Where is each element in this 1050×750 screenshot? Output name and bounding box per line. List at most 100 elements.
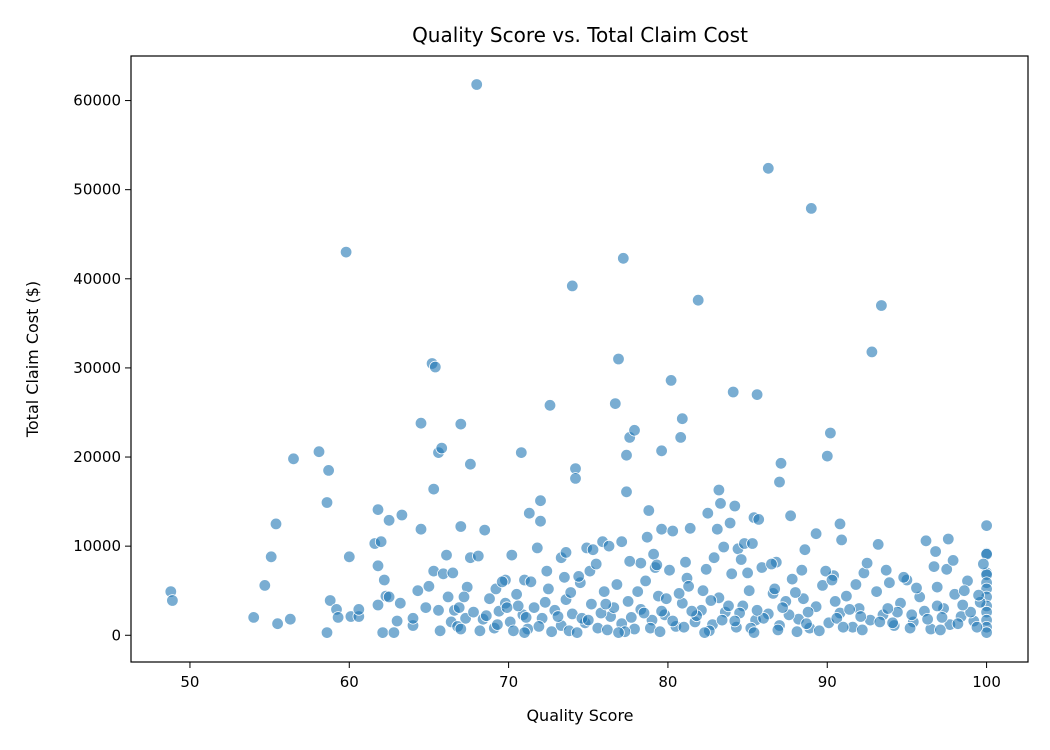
data-point bbox=[166, 594, 179, 607]
data-point bbox=[566, 279, 579, 293]
data-point bbox=[768, 582, 781, 596]
data-point bbox=[602, 539, 616, 553]
data-point bbox=[692, 294, 705, 307]
data-point bbox=[320, 496, 334, 509]
data-point bbox=[935, 611, 949, 624]
data-point bbox=[655, 605, 668, 618]
data-point bbox=[322, 464, 335, 477]
data-point bbox=[453, 601, 466, 614]
data-point bbox=[343, 550, 356, 564]
data-point bbox=[247, 611, 260, 624]
data-point bbox=[265, 550, 278, 564]
data-point bbox=[339, 245, 353, 259]
data-point bbox=[429, 360, 442, 374]
data-point bbox=[679, 556, 692, 569]
data-point bbox=[829, 595, 842, 608]
data-point bbox=[809, 527, 823, 540]
x-axis: 50 60 70 80 90 100 bbox=[180, 662, 1001, 691]
data-point bbox=[870, 585, 883, 598]
data-point bbox=[647, 548, 660, 561]
data-point bbox=[620, 485, 633, 499]
data-point bbox=[666, 524, 679, 538]
data-point bbox=[519, 611, 533, 624]
data-point bbox=[798, 543, 812, 556]
y-tick-label: 60000 bbox=[73, 92, 121, 110]
data-point bbox=[564, 586, 577, 599]
data-point bbox=[472, 549, 485, 563]
data-point bbox=[586, 543, 600, 556]
data-point bbox=[473, 624, 487, 638]
data-point bbox=[956, 598, 969, 612]
y-axis: 0 10000 20000 30000 40000 50000 60000 bbox=[73, 92, 131, 644]
data-point bbox=[830, 612, 844, 625]
data-point bbox=[951, 617, 965, 630]
data-point bbox=[970, 621, 984, 634]
data-point bbox=[704, 594, 718, 607]
data-point bbox=[800, 617, 813, 630]
data-point bbox=[698, 626, 711, 639]
data-point bbox=[641, 531, 654, 544]
data-point bbox=[653, 625, 667, 638]
data-point bbox=[376, 626, 389, 639]
y-axis-title: Total Claim Cost ($) bbox=[23, 281, 42, 438]
data-point bbox=[931, 580, 944, 594]
data-point bbox=[773, 475, 786, 489]
data-point bbox=[378, 573, 391, 587]
data-point bbox=[570, 626, 584, 639]
data-point bbox=[674, 431, 687, 444]
data-point bbox=[312, 445, 326, 458]
data-point bbox=[446, 566, 460, 580]
data-point bbox=[837, 621, 850, 634]
plot-area-frame bbox=[130, 55, 1029, 663]
data-point bbox=[886, 616, 899, 630]
data-point bbox=[427, 482, 440, 496]
data-point bbox=[910, 581, 923, 595]
data-point bbox=[545, 625, 558, 638]
data-point bbox=[419, 601, 433, 614]
data-point bbox=[765, 557, 778, 571]
data-point bbox=[320, 626, 334, 639]
data-point bbox=[977, 557, 990, 571]
data-point bbox=[972, 589, 985, 602]
data-point bbox=[500, 601, 514, 614]
data-point bbox=[331, 611, 345, 624]
data-point bbox=[672, 587, 686, 600]
data-point bbox=[620, 449, 633, 462]
y-tick-label: 10000 bbox=[73, 537, 121, 555]
data-point bbox=[559, 546, 573, 559]
data-point bbox=[684, 522, 697, 535]
data-point bbox=[723, 516, 737, 530]
data-point bbox=[371, 559, 385, 573]
data-point bbox=[601, 623, 614, 637]
data-point bbox=[824, 426, 837, 440]
data-point bbox=[940, 563, 953, 576]
data-point bbox=[722, 599, 735, 613]
data-point bbox=[835, 533, 848, 547]
data-point bbox=[743, 584, 756, 597]
data-point bbox=[414, 417, 428, 430]
data-point bbox=[771, 623, 785, 637]
data-point bbox=[411, 584, 425, 597]
data-point bbox=[813, 624, 826, 638]
data-point bbox=[682, 580, 695, 593]
data-point bbox=[433, 624, 447, 638]
data-point bbox=[946, 554, 960, 567]
data-point bbox=[507, 624, 520, 638]
data-point bbox=[714, 497, 727, 510]
data-point bbox=[980, 519, 993, 532]
data-point bbox=[728, 614, 742, 628]
data-point bbox=[287, 452, 300, 466]
data-point bbox=[700, 563, 713, 576]
y-tick-label: 30000 bbox=[73, 359, 121, 377]
data-point bbox=[531, 541, 544, 555]
data-point bbox=[655, 523, 668, 536]
data-point bbox=[631, 585, 644, 598]
data-point bbox=[625, 611, 638, 624]
data-point bbox=[540, 564, 554, 578]
data-point bbox=[480, 609, 493, 622]
data-point bbox=[394, 597, 407, 610]
data-point bbox=[539, 596, 552, 609]
data-point bbox=[929, 545, 942, 558]
data-point bbox=[390, 614, 404, 628]
data-point bbox=[801, 605, 815, 619]
